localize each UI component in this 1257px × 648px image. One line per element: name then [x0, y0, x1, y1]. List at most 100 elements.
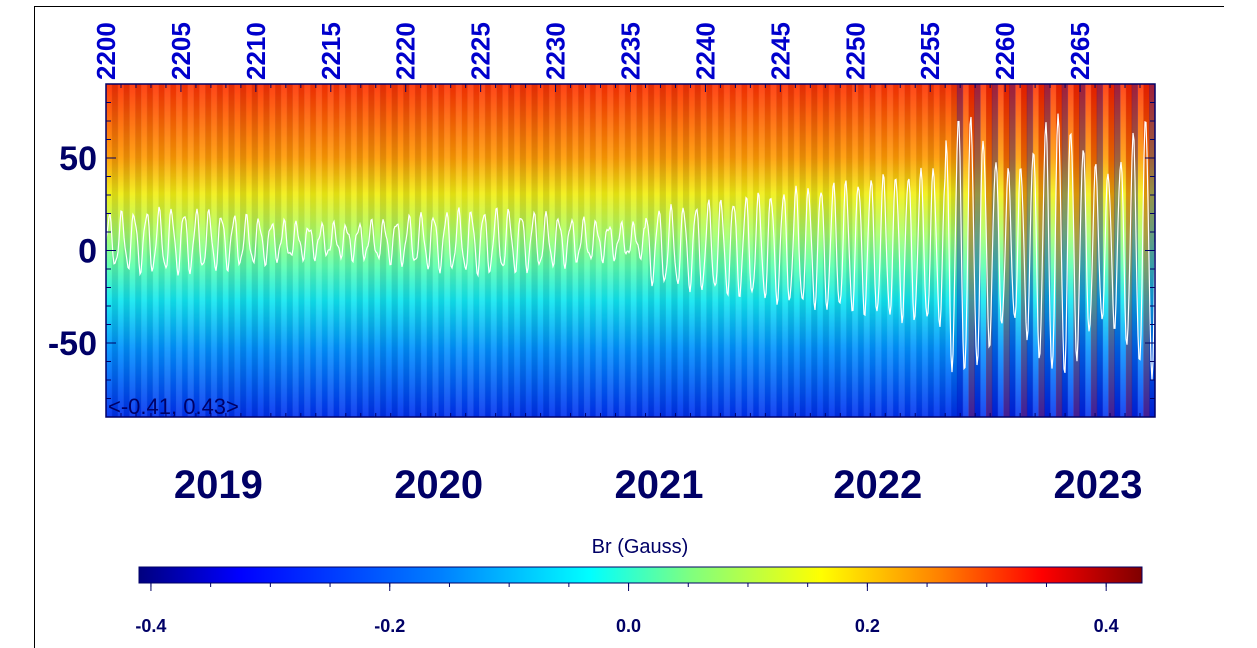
heatmap-stripe [997, 84, 1004, 417]
heatmap-stripe [741, 84, 748, 417]
heatmap-stripe [729, 84, 736, 417]
top-tick-label: 2240 [690, 22, 720, 80]
heatmap-stripe [519, 84, 527, 417]
top-tick-label: 2260 [990, 22, 1020, 80]
year-label: 2021 [614, 463, 703, 507]
heatmap-stripe [548, 84, 556, 417]
top-tick-label: 2235 [616, 22, 646, 80]
heatmap-stripe [374, 84, 381, 417]
heatmap-stripe [985, 84, 993, 417]
heatmap-stripe [700, 84, 707, 417]
heatmap-stripe [344, 84, 352, 417]
heatmap-stripe [706, 84, 713, 417]
heatmap-stripe [1032, 84, 1039, 417]
heatmap-stripe [642, 84, 649, 417]
heatmap-stripe [1038, 84, 1045, 417]
heatmap-stripe [1067, 84, 1074, 417]
heatmap-stripe [1073, 84, 1080, 417]
colorbar-tick-label: 0.2 [855, 616, 880, 636]
heatmap-stripe [531, 84, 538, 417]
top-axis: 2200 2205 2210 2215 2220 2225 2230 2235 2240 2245… [91, 22, 1141, 417]
heatmap-stripe [863, 84, 870, 417]
heatmap-stripe [275, 84, 282, 417]
heatmap-stripe [280, 84, 288, 417]
heatmap-stripe [828, 84, 835, 417]
heatmap-stripe [886, 84, 894, 417]
heatmap-stripe [735, 84, 742, 417]
heatmap-stripe [1009, 84, 1016, 417]
heatmap-stripe [962, 84, 970, 417]
heatmap-stripe [712, 84, 719, 417]
heatmap-stripe [490, 84, 497, 417]
heatmap-stripe [787, 84, 795, 417]
heatmap-stripe [945, 84, 952, 417]
heatmap-stripe [1125, 84, 1133, 417]
heatmap-stripe [875, 84, 882, 417]
heatmap-stripe [158, 84, 165, 417]
heatmap-stripe [916, 84, 923, 417]
heatmap-stripe [1096, 84, 1104, 417]
heatmap-stripe [140, 84, 148, 417]
heatmap-stripe [1003, 84, 1010, 417]
heatmap-stripe [543, 84, 550, 417]
top-tick-label: 2220 [391, 22, 421, 80]
heatmap-stripe [187, 84, 194, 417]
range-annotation: <-0.41, 0.43> [108, 394, 239, 419]
heatmap-stripe [816, 84, 824, 417]
bottom-axis: 2019 2020 2021 2022 2023 [174, 463, 1143, 507]
heatmap-stripe [245, 84, 253, 417]
heatmap-stripe [438, 84, 445, 417]
heatmap-stripe [432, 84, 439, 417]
heatmap-stripe [420, 84, 428, 417]
top-tick-label: 2255 [915, 22, 945, 80]
heatmap-stripe [554, 84, 562, 417]
heatmap-stripe [391, 84, 398, 417]
heatmap-stripe [921, 84, 929, 417]
heatmap-stripe [1050, 84, 1057, 417]
heatmap-stripe [478, 84, 486, 417]
heatmap-stripe [333, 84, 340, 417]
heatmap-stripe [793, 84, 801, 417]
heatmap-stripe [216, 84, 224, 417]
heatmap-stripe [368, 84, 375, 417]
heatmap-stripe [1085, 84, 1092, 417]
top-tick-label: 2200 [91, 22, 121, 80]
colorbar-label: Br (Gauss) [592, 536, 689, 558]
heatmap-stripe [1055, 84, 1063, 417]
heatmap-stripe [257, 84, 264, 417]
heatmap-stripe [263, 84, 270, 417]
heatmap-stripe [1079, 84, 1086, 417]
heatmap-stripe [717, 84, 725, 417]
heatmap-stripe [1137, 84, 1144, 417]
heatmap-stripe [991, 84, 999, 417]
heatmap-stripe [199, 84, 206, 417]
heatmap-stripe [508, 84, 515, 417]
heatmap-stripe [974, 84, 981, 417]
heatmap-stripe [578, 84, 585, 417]
heatmap-stripe [910, 84, 917, 417]
heatmap-stripe [857, 84, 865, 417]
heatmap-stripe [304, 84, 311, 417]
heatmap-stripe [117, 84, 124, 417]
heatmap-stripe [595, 84, 602, 417]
heatmap-stripe [694, 84, 701, 417]
heatmap-stripe [822, 84, 830, 417]
year-label: 2023 [1054, 463, 1143, 507]
heatmap-stripe [747, 84, 754, 417]
heatmap-stripe [1044, 84, 1051, 417]
y-tick-label: 50 [59, 140, 97, 178]
heatmap-stripe [892, 84, 900, 417]
heatmap-stripe [682, 84, 690, 417]
year-label: 2022 [833, 463, 922, 507]
colorbar-tick-label: 0.4 [1094, 616, 1119, 636]
heatmap-stripe [618, 84, 626, 417]
heatmap-stripe [904, 84, 911, 417]
top-tick-label: 2245 [765, 22, 795, 80]
heatmap-stripe [315, 84, 323, 417]
heatmap-stripe [898, 84, 905, 417]
top-tick-label: 2215 [316, 22, 346, 80]
heatmap-stripe [834, 84, 841, 417]
heatmap-stripe [123, 84, 130, 417]
year-label: 2019 [174, 463, 263, 507]
